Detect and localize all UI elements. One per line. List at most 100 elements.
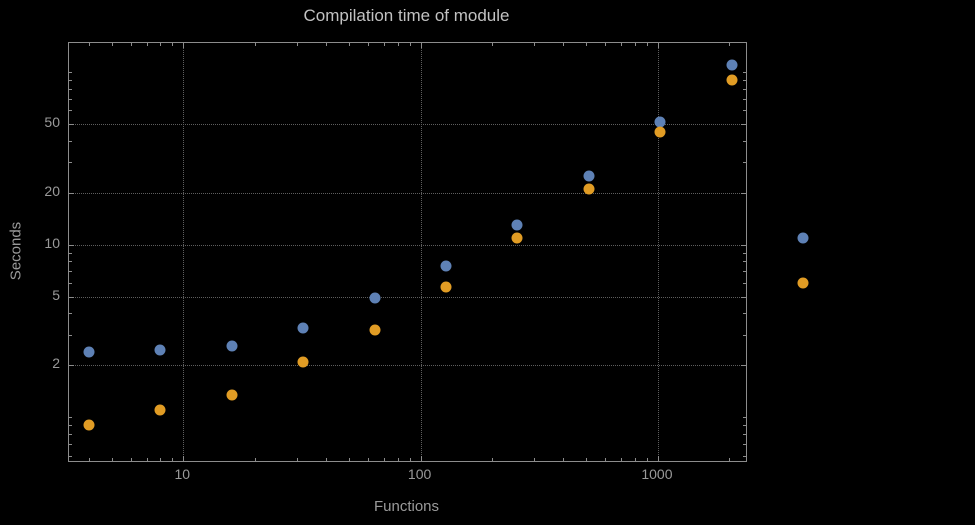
x-tick-label: 1000	[641, 466, 673, 482]
x-tick-label: 100	[407, 466, 432, 482]
x-tick-mark	[383, 43, 385, 46]
y-gridline	[69, 296, 746, 298]
x-tick-mark	[605, 43, 607, 46]
x-tick-mark	[130, 43, 132, 46]
y-gridline	[69, 244, 746, 246]
y-tick-mark	[69, 123, 74, 125]
x-tick-mark	[621, 458, 623, 461]
y-tick-mark	[743, 261, 746, 263]
y-tick-mark	[69, 283, 72, 285]
x-tick-mark	[88, 458, 90, 461]
y-tick-mark	[743, 140, 746, 142]
y-tick-mark	[69, 252, 72, 254]
x-tick-mark	[160, 43, 162, 46]
x-tick-mark	[409, 458, 411, 461]
y-tick-mark	[69, 335, 72, 337]
data-point-series-1-blue	[297, 322, 309, 334]
y-tick-mark	[69, 444, 72, 446]
x-tick-mark	[254, 43, 256, 46]
y-tick-mark	[743, 444, 746, 446]
data-point-series-1-blue	[440, 260, 452, 272]
x-tick-mark	[111, 43, 113, 46]
data-point-series-1-blue	[511, 219, 523, 231]
y-tick-mark	[69, 434, 72, 436]
data-point-series-2-orange	[226, 389, 238, 401]
y-tick-mark	[743, 162, 746, 164]
data-point-series-1-blue	[83, 346, 95, 358]
y-tick-mark	[743, 417, 746, 419]
y-tick-mark	[69, 313, 72, 315]
chart-title: Compilation time of module	[303, 6, 510, 25]
x-tick-mark	[634, 458, 636, 461]
y-tick-mark	[69, 261, 72, 263]
y-tick-mark	[743, 425, 746, 427]
data-point-series-1-blue	[369, 292, 381, 304]
x-tick-mark	[326, 458, 328, 461]
y-tick-mark	[69, 162, 72, 164]
x-tick-mark	[296, 458, 298, 461]
x-tick-mark	[647, 43, 649, 46]
x-tick-mark	[383, 458, 385, 461]
y-tick-label: 5	[52, 286, 60, 303]
x-tick-mark	[349, 43, 351, 46]
x-tick-mark	[172, 458, 174, 461]
data-point-series-2-orange	[369, 324, 381, 336]
data-point-series-2-orange	[511, 232, 523, 244]
x-tick-mark	[586, 43, 588, 46]
x-tick-mark	[296, 43, 298, 46]
data-point-series-1-blue	[726, 59, 738, 71]
data-point-series-2-orange	[297, 356, 309, 368]
x-tick-mark	[183, 456, 185, 461]
x-gridline	[183, 43, 185, 461]
y-tick-label: 10	[44, 234, 60, 251]
y-tick-mark	[69, 98, 72, 100]
y-tick-mark	[69, 296, 74, 298]
y-tick-mark	[69, 79, 72, 81]
data-point-series-1-blue	[797, 232, 809, 244]
y-tick-label: 2	[52, 355, 60, 372]
x-tick-mark	[729, 458, 731, 461]
y-tick-mark	[743, 434, 746, 436]
data-point-series-2-orange	[654, 126, 666, 138]
y-tick-label: 20	[44, 182, 60, 199]
x-tick-mark	[563, 458, 565, 461]
x-tick-mark	[657, 43, 659, 48]
x-tick-mark	[605, 458, 607, 461]
x-gridline	[420, 43, 422, 461]
y-tick-mark	[743, 98, 746, 100]
y-tick-mark	[69, 244, 74, 246]
y-tick-mark	[743, 88, 746, 90]
y-tick-mark	[69, 417, 72, 419]
x-tick-mark	[563, 43, 565, 46]
y-tick-mark	[69, 192, 74, 194]
y-tick-mark	[741, 192, 746, 194]
y-tick-mark	[743, 313, 746, 315]
x-tick-mark	[492, 43, 494, 46]
x-tick-mark	[111, 458, 113, 461]
x-tick-mark	[586, 458, 588, 461]
y-tick-mark	[743, 79, 746, 81]
x-tick-mark	[88, 43, 90, 46]
x-tick-mark	[533, 43, 535, 46]
y-tick-mark	[69, 365, 74, 367]
y-tick-mark	[741, 296, 746, 298]
x-tick-mark	[130, 458, 132, 461]
x-tick-mark	[254, 458, 256, 461]
y-tick-mark	[69, 88, 72, 90]
x-tick-mark	[397, 43, 399, 46]
x-tick-mark	[409, 43, 411, 46]
data-point-series-2-orange	[83, 419, 95, 431]
x-tick-mark	[397, 458, 399, 461]
x-gridline	[657, 43, 659, 461]
y-tick-mark	[69, 110, 72, 112]
data-point-series-1-blue	[154, 344, 166, 356]
y-gridline	[69, 192, 746, 194]
y-tick-mark	[743, 71, 746, 73]
data-point-series-1-blue	[654, 116, 666, 128]
data-point-series-2-orange	[583, 183, 595, 195]
x-tick-mark	[367, 43, 369, 46]
x-tick-mark	[172, 43, 174, 46]
y-tick-mark	[743, 335, 746, 337]
y-tick-mark	[741, 365, 746, 367]
x-tick-mark	[349, 458, 351, 461]
